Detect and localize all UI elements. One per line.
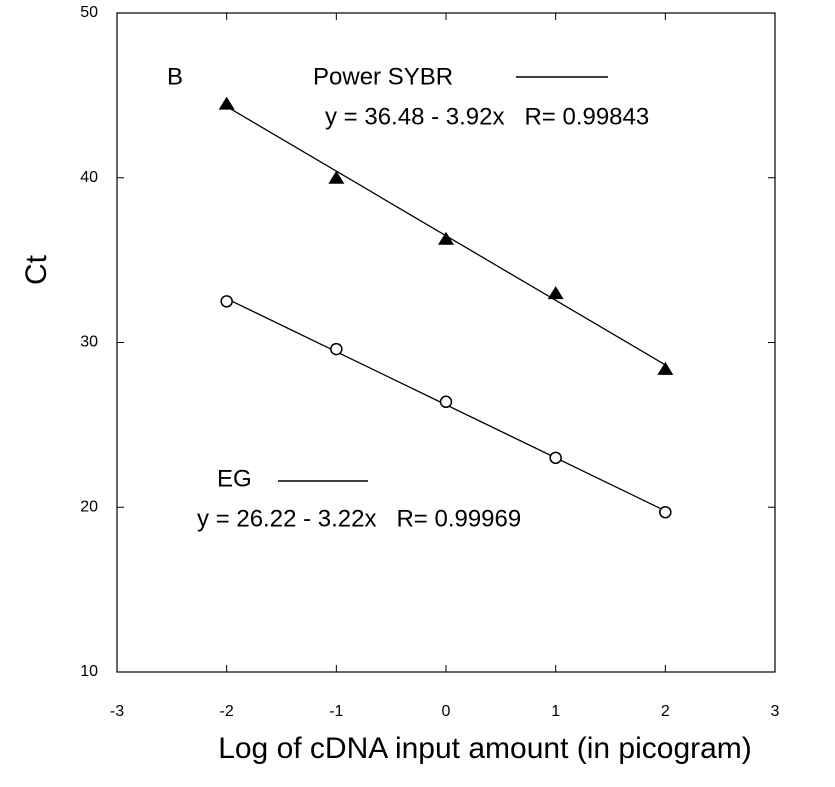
y-tick-label: 50 bbox=[80, 4, 98, 21]
y-tick-label: 20 bbox=[80, 498, 98, 515]
x-axis-label: Log of cDNA input amount (in picogram) bbox=[218, 732, 752, 765]
legend-label: EG bbox=[217, 465, 252, 492]
point bbox=[657, 361, 674, 375]
x-tick-label: -2 bbox=[220, 703, 234, 720]
point bbox=[438, 231, 454, 245]
y-tick-label: 40 bbox=[80, 169, 98, 186]
x-tick-label: 1 bbox=[551, 703, 560, 720]
x-tick-label: 2 bbox=[661, 703, 670, 720]
equation: y = 36.48 - 3.92x R= 0.99843 bbox=[325, 103, 649, 130]
point bbox=[330, 342, 343, 356]
point bbox=[549, 451, 562, 465]
y-tick-label: 30 bbox=[80, 334, 98, 351]
x-tick-label: 0 bbox=[442, 703, 451, 720]
point bbox=[659, 505, 672, 519]
y-axis-label: Ct bbox=[20, 254, 53, 285]
point bbox=[328, 170, 345, 184]
x-tick-label: -1 bbox=[329, 703, 343, 720]
point bbox=[439, 395, 453, 409]
legend-label: Power SYBR bbox=[313, 63, 453, 90]
point bbox=[220, 295, 233, 308]
point bbox=[547, 286, 564, 300]
x-tick-label: -3 bbox=[110, 703, 124, 720]
y-tick-label: 10 bbox=[80, 663, 98, 680]
panel-label: B bbox=[167, 63, 183, 90]
point bbox=[218, 96, 235, 110]
x-tick-label: 3 bbox=[771, 703, 780, 720]
equation: y = 26.22 - 3.22x R= 0.99969 bbox=[197, 505, 521, 532]
